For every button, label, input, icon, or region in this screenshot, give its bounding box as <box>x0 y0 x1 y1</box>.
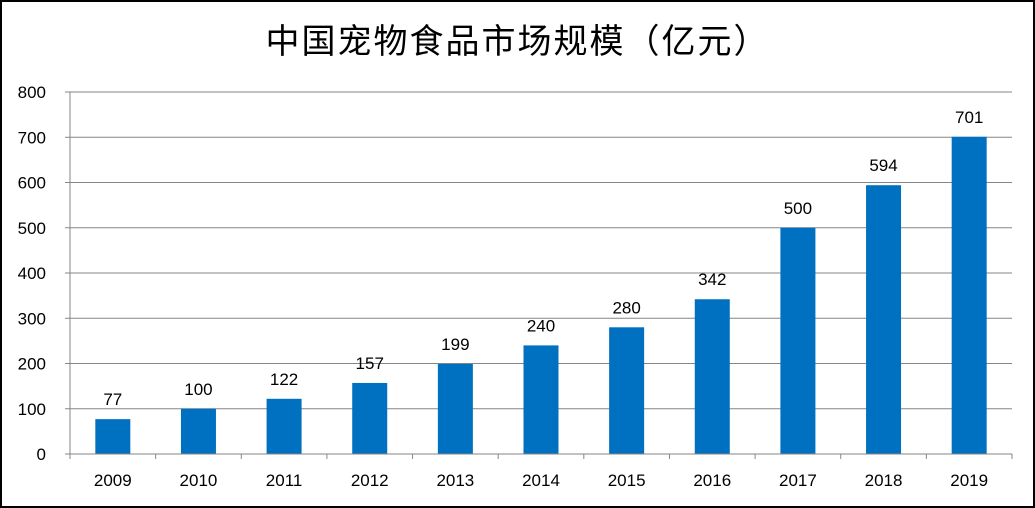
x-tick-label: 2017 <box>779 471 817 490</box>
data-label: 100 <box>184 380 212 399</box>
y-tick-label: 700 <box>18 128 46 147</box>
x-tick-label: 2016 <box>693 471 731 490</box>
data-label: 122 <box>270 370 298 389</box>
bars <box>95 136 987 455</box>
data-label: 701 <box>955 108 983 127</box>
bar <box>266 398 302 454</box>
x-tick-label: 2019 <box>950 471 988 490</box>
data-label: 157 <box>356 354 384 373</box>
bar <box>352 382 388 454</box>
x-tick-label: 2009 <box>94 471 132 490</box>
bar <box>609 327 645 454</box>
y-tick-label: 0 <box>37 445 46 464</box>
gridlines <box>70 91 1012 410</box>
y-axis-tick-labels: 0 100 200 300 400 500 600 700 800 <box>18 83 70 464</box>
chart-title: 中国宠物食品市场规模（亿元） <box>265 22 770 62</box>
bar <box>180 408 216 454</box>
bar <box>694 299 730 454</box>
data-label: 342 <box>698 270 726 289</box>
x-tick-label: 2012 <box>351 471 389 490</box>
data-label: 594 <box>869 156 897 175</box>
bar <box>951 136 987 455</box>
x-tick-label: 2015 <box>608 471 646 490</box>
y-tick-label: 500 <box>18 219 46 238</box>
data-label: 240 <box>527 316 555 335</box>
x-tick-label: 2014 <box>522 471 560 490</box>
bar <box>523 345 559 454</box>
data-label: 500 <box>784 199 812 218</box>
bar <box>780 227 816 454</box>
bar <box>95 419 131 454</box>
x-axis-tick-labels: 2009 2010 2011 2012 2013 2014 2015 2016 2017 2018… <box>69 454 1013 490</box>
x-tick-label: 2011 <box>266 471 303 490</box>
x-tick-label: 2018 <box>865 471 903 490</box>
x-tick-label: 2010 <box>180 471 218 490</box>
y-tick-label: 800 <box>18 83 46 102</box>
y-tick-label: 400 <box>18 264 46 283</box>
data-label: 199 <box>441 335 469 354</box>
data-labels: 77 100 122 157 199 240 280 342 500 594 701 <box>103 108 983 409</box>
data-label: 280 <box>612 298 640 317</box>
y-tick-label: 300 <box>18 309 46 328</box>
y-tick-label: 600 <box>18 174 46 193</box>
bar <box>437 363 473 454</box>
data-label: 77 <box>103 390 122 409</box>
bar <box>866 185 902 454</box>
x-tick-label: 2013 <box>436 471 474 490</box>
y-tick-label: 100 <box>18 400 46 419</box>
y-tick-label: 200 <box>18 355 46 374</box>
